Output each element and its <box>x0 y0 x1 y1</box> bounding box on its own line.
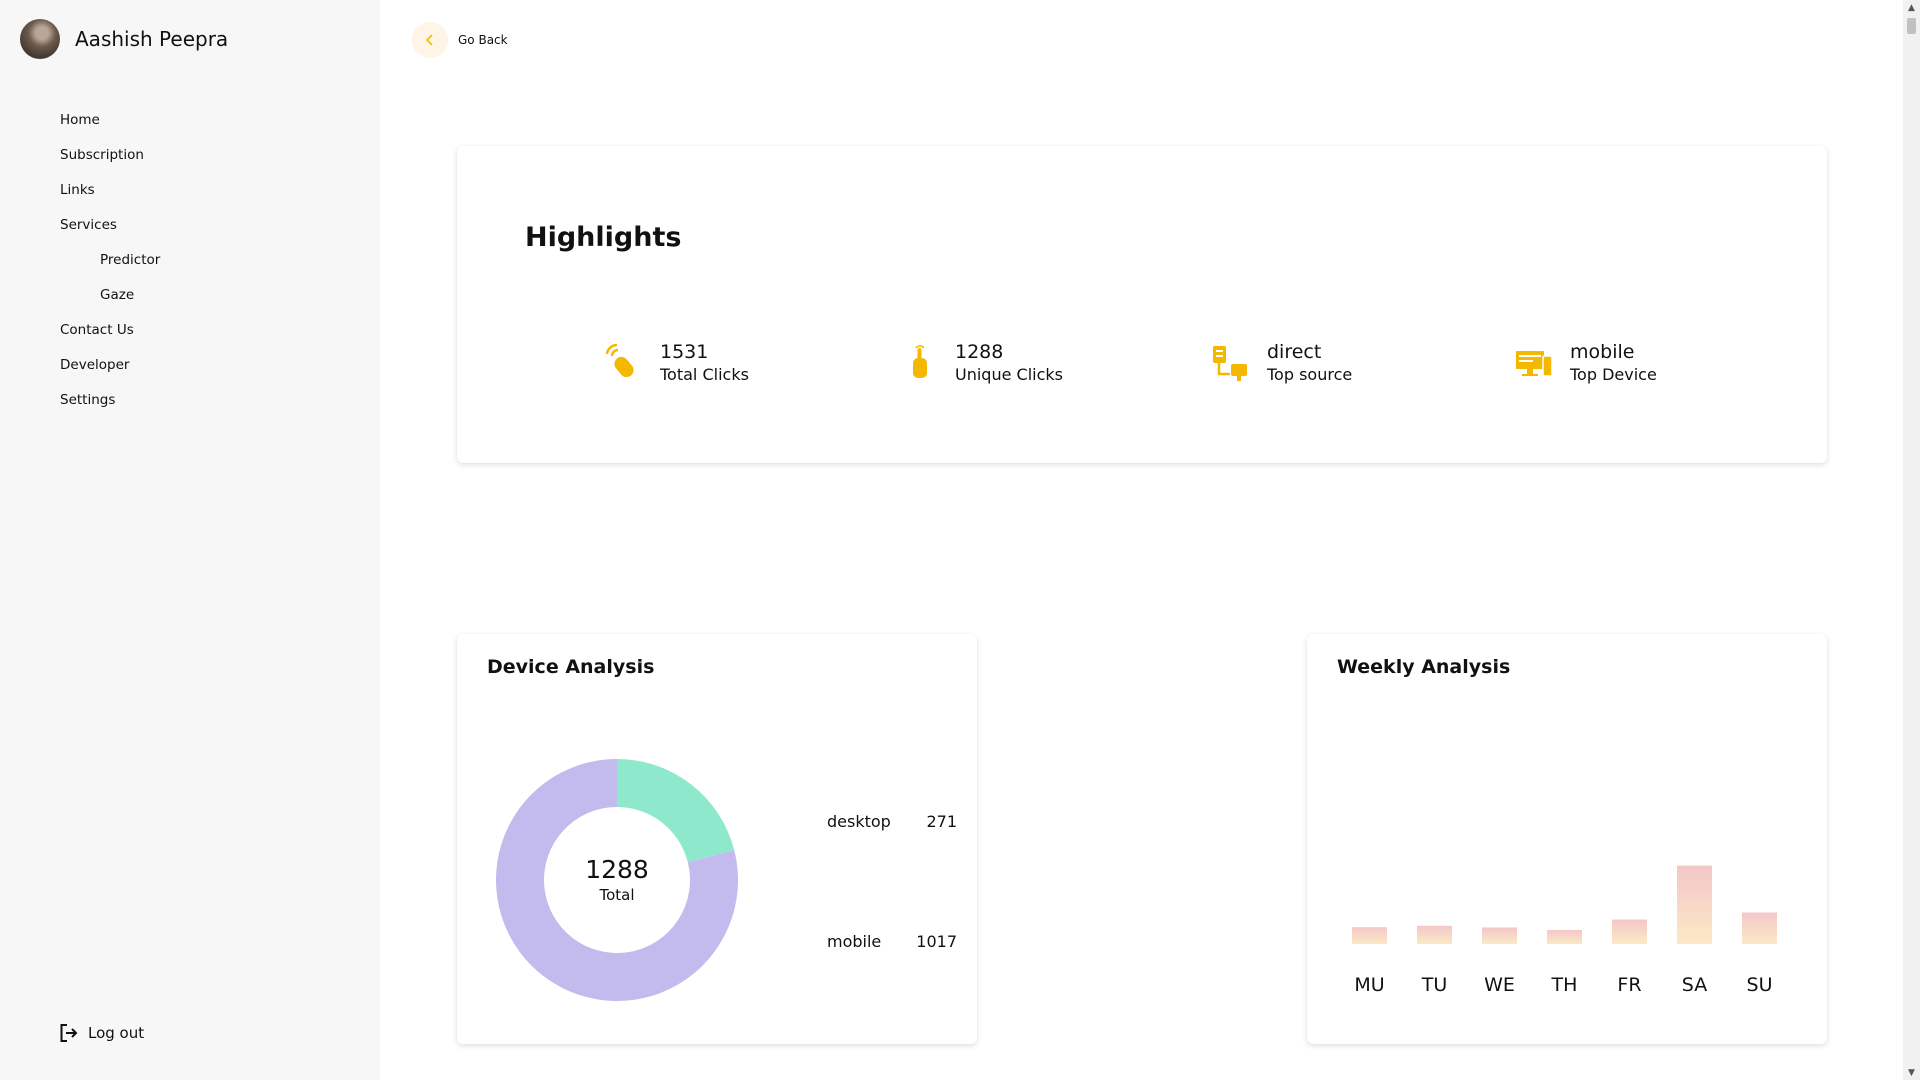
legend-label: desktop <box>827 812 891 831</box>
user-name: Aashish Peepra <box>75 27 229 51</box>
weekly-analysis-title: Weekly Analysis <box>1337 656 1511 678</box>
scrollbar-thumb[interactable] <box>1907 18 1916 34</box>
weekly-bar-chart <box>1352 865 1777 945</box>
donut-slice-desktop[interactable] <box>617 759 735 863</box>
donut-center: 1288 Total <box>495 758 739 1002</box>
legend-item-desktop: desktop 271 <box>827 812 957 831</box>
weekly-bar-th[interactable] <box>1547 930 1582 944</box>
day-label-th: TH <box>1551 974 1578 996</box>
sidebar: Aashish Peepra Home Subscription Links Serv… <box>0 0 380 1080</box>
weekly-bar-sa[interactable] <box>1677 865 1712 944</box>
sidebar-item-links[interactable]: Links <box>60 182 95 198</box>
sidebar-item-settings[interactable]: Settings <box>60 392 116 408</box>
scroll-down-icon[interactable]: ▼ <box>1908 1067 1915 1078</box>
network-icon <box>1209 341 1253 385</box>
day-label-mu: MU <box>1354 974 1385 996</box>
scroll-up-icon[interactable]: ▲ <box>1908 2 1915 13</box>
sidebar-item-subscription[interactable]: Subscription <box>60 147 144 163</box>
stat-value: direct <box>1267 341 1322 363</box>
stat-top-source: direct Top source <box>1209 340 1352 386</box>
click-icon <box>602 341 646 385</box>
tap-icon <box>897 341 941 385</box>
legend-label: mobile <box>827 932 882 951</box>
legend-value: 271 <box>926 812 957 831</box>
day-label-we: WE <box>1484 974 1515 996</box>
stat-total-clicks: 1531 Total Clicks <box>602 340 749 386</box>
legend-value: 1017 <box>916 932 957 951</box>
weekly-bar-tu[interactable] <box>1417 925 1452 944</box>
devices-icon <box>1512 341 1556 385</box>
device-analysis-card: Device Analysis 1288 Total desktop 271 mob… <box>457 634 977 1044</box>
vertical-scrollbar[interactable]: ▲ ▼ <box>1903 0 1920 1080</box>
stat-value: 1531 <box>660 341 709 363</box>
stat-label: Top Device <box>1570 365 1657 384</box>
weekly-bar-we[interactable] <box>1482 927 1517 944</box>
weekly-analysis-card: Weekly Analysis MU TU WE TH FR SA SU <box>1307 634 1827 1044</box>
highlights-card: Highlights 1531 Total Clicks <box>457 146 1827 463</box>
chevron-left-icon <box>425 34 433 46</box>
weekly-bar-su[interactable] <box>1742 912 1777 945</box>
logout-icon <box>60 1024 78 1042</box>
user-profile[interactable]: Aashish Peepra <box>20 19 228 59</box>
stat-value: 1288 <box>955 341 1004 363</box>
stat-label: Total Clicks <box>660 365 749 384</box>
day-label-su: SU <box>1746 974 1773 996</box>
highlights-title: Highlights <box>525 222 682 253</box>
device-donut-chart: 1288 Total <box>495 758 739 1002</box>
sidebar-item-services[interactable]: Services <box>60 217 117 233</box>
sidebar-item-developer[interactable]: Developer <box>60 357 130 373</box>
day-label-sa: SA <box>1681 974 1708 996</box>
go-back-button[interactable]: Go Back <box>412 22 508 58</box>
legend-item-mobile: mobile 1017 <box>827 932 957 951</box>
avatar <box>20 19 60 59</box>
donut-slice-mobile[interactable] <box>496 759 738 1001</box>
weekly-bar-mu[interactable] <box>1352 927 1387 944</box>
sidebar-item-gaze[interactable]: Gaze <box>100 287 135 303</box>
weekly-bar-fr[interactable] <box>1612 919 1647 945</box>
sidebar-item-contact-us[interactable]: Contact Us <box>60 322 134 338</box>
day-label-fr: FR <box>1617 974 1642 996</box>
stat-value: mobile <box>1570 341 1635 363</box>
sidebar-nav: Home Subscription Links Services Predictor Ga… <box>60 108 160 423</box>
logout-button[interactable]: Log out <box>60 1024 144 1042</box>
logout-label: Log out <box>88 1024 145 1042</box>
stat-unique-clicks: 1288 Unique Clicks <box>897 340 1063 386</box>
donut-svg <box>496 759 738 1001</box>
stat-label: Top source <box>1267 365 1353 384</box>
sidebar-item-home[interactable]: Home <box>60 112 100 128</box>
go-back-label: Go Back <box>458 33 508 47</box>
donut-total-value: 1288 <box>585 855 649 884</box>
donut-total-label: Total <box>599 886 635 904</box>
day-label-tu: TU <box>1421 974 1448 996</box>
back-circle <box>412 22 448 58</box>
device-analysis-title: Device Analysis <box>487 656 655 678</box>
stat-top-device: mobile Top Device <box>1512 340 1657 386</box>
stat-label: Unique Clicks <box>955 365 1063 384</box>
sidebar-item-predictor[interactable]: Predictor <box>100 252 161 268</box>
